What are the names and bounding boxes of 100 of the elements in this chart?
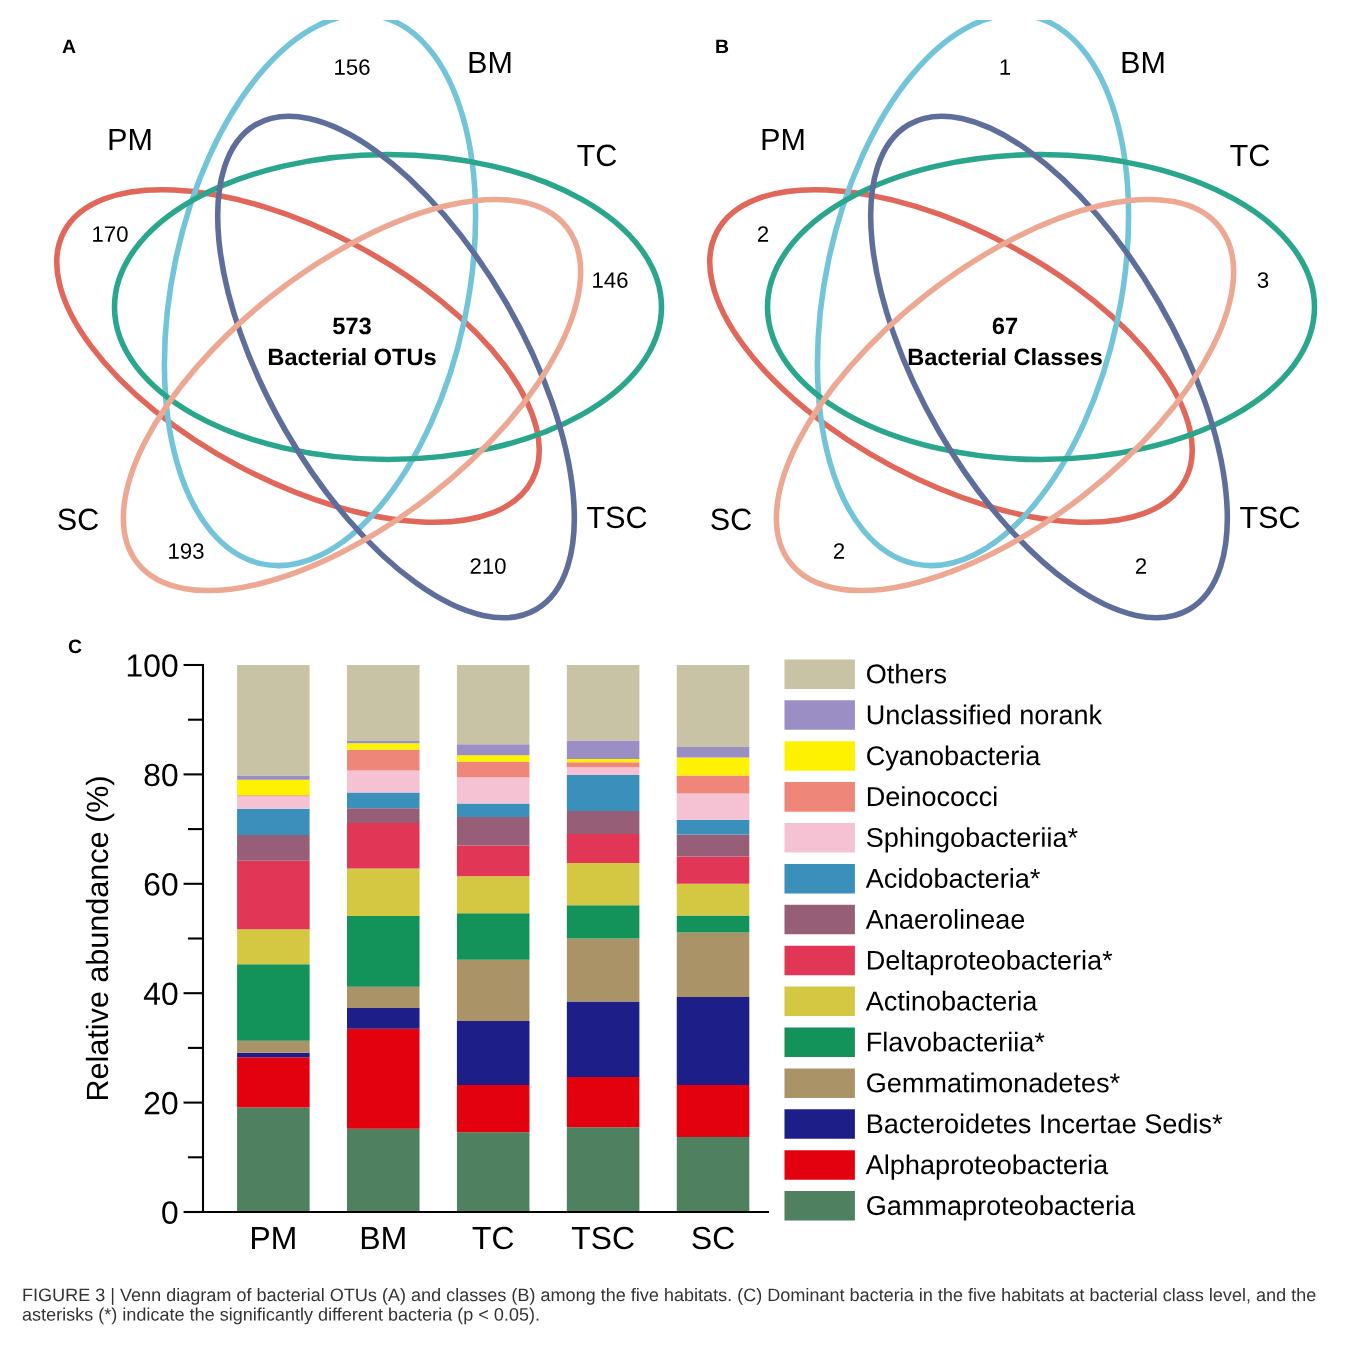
bar bbox=[456, 845, 530, 877]
data-label: 193 bbox=[169, 543, 204, 559]
data-label: 146 bbox=[593, 272, 628, 288]
bar bbox=[347, 749, 420, 771]
category-label: SC bbox=[711, 508, 752, 531]
bar bbox=[566, 774, 640, 812]
bar bbox=[676, 775, 750, 794]
bar bbox=[456, 817, 530, 846]
bar bbox=[456, 1132, 530, 1212]
bar bbox=[347, 1007, 420, 1029]
data-label: 210 bbox=[470, 558, 506, 574]
bar bbox=[676, 1137, 750, 1212]
category-label: BM bbox=[469, 51, 511, 73]
bar bbox=[347, 743, 420, 750]
text: B bbox=[716, 39, 729, 54]
legend-label: Gemmatimonadetes* bbox=[867, 1072, 1120, 1093]
legend-label: Unclassified norank bbox=[867, 704, 1103, 725]
legend-label: Sphingobacteriia* bbox=[866, 827, 1078, 853]
bar bbox=[347, 741, 420, 744]
bar bbox=[456, 876, 530, 914]
bar bbox=[347, 1028, 420, 1129]
bar bbox=[237, 835, 310, 861]
text: Bacterial OTUs bbox=[268, 347, 436, 366]
bar bbox=[347, 823, 420, 869]
bar bbox=[676, 819, 750, 835]
text: 67 bbox=[992, 317, 1018, 335]
caption: FIGURE 3 | Venn diagram of bacterial OTUs (A) and classes (B) among the five habitats. (C) Dominant bacteria in the five habitats at bacterial class level, and the asterisks (*) indicate the significantly different bacteria (p < 0.05). bbox=[22, 1288, 1316, 1325]
bar bbox=[347, 665, 420, 742]
text: A bbox=[62, 39, 76, 54]
bar bbox=[456, 913, 530, 960]
bar bbox=[456, 665, 530, 745]
category-label: TSC bbox=[587, 506, 647, 529]
bar bbox=[237, 1057, 310, 1108]
bar bbox=[347, 1128, 420, 1212]
bar bbox=[347, 808, 420, 824]
legend-label: Others bbox=[867, 663, 947, 684]
bar bbox=[237, 665, 310, 776]
x-tick-label: TSC bbox=[571, 1226, 634, 1250]
bar bbox=[676, 793, 750, 820]
legend-label: Flavobacteriia* bbox=[867, 1031, 1045, 1052]
data-label: 2 bbox=[757, 226, 769, 242]
bar bbox=[676, 932, 750, 998]
y-tick-label: 40 bbox=[143, 982, 178, 1006]
y-tick-label: 20 bbox=[144, 1091, 178, 1115]
legend-label: Bacteroidetes Incertae Sedis* bbox=[867, 1113, 1223, 1134]
legend-label: Acidobacteria* bbox=[865, 868, 1040, 888]
category-label: PM bbox=[109, 128, 151, 150]
bar bbox=[237, 929, 310, 965]
bar bbox=[237, 1040, 310, 1053]
bar bbox=[237, 964, 310, 1041]
bar bbox=[237, 1052, 310, 1058]
bar bbox=[566, 740, 640, 760]
bar bbox=[456, 959, 530, 1022]
bar bbox=[566, 762, 640, 768]
bar bbox=[237, 808, 310, 836]
bar bbox=[456, 803, 530, 818]
text: Bacterial Classes bbox=[908, 347, 1102, 366]
bar bbox=[237, 1107, 310, 1212]
bar bbox=[456, 1085, 530, 1133]
bar bbox=[566, 767, 640, 775]
bar bbox=[566, 1127, 640, 1212]
category-label: BM bbox=[1122, 51, 1164, 73]
bar bbox=[676, 915, 750, 933]
category-label: SC bbox=[58, 508, 99, 531]
y-tick-label: 0 bbox=[162, 1201, 178, 1224]
legend-label: Gammaproteobacteria bbox=[867, 1195, 1136, 1221]
bar bbox=[456, 777, 530, 804]
bar bbox=[676, 834, 750, 857]
bar bbox=[456, 761, 530, 778]
bar bbox=[347, 986, 420, 1008]
bar bbox=[676, 757, 750, 776]
data-label: 1 bbox=[1000, 59, 1011, 75]
category-label: PM bbox=[762, 128, 804, 150]
bar bbox=[566, 811, 640, 835]
legend-label: Deinococci bbox=[867, 786, 997, 807]
x-tick-label: PM bbox=[252, 1227, 295, 1250]
chart-title: C bbox=[68, 639, 82, 654]
legend-label: Actinobacteria bbox=[865, 990, 1038, 1011]
category-label: TSC bbox=[1240, 506, 1300, 529]
bar bbox=[347, 916, 420, 987]
bar bbox=[566, 759, 640, 763]
bar bbox=[676, 997, 750, 1086]
x-tick-label: BM bbox=[361, 1227, 405, 1250]
bar bbox=[237, 779, 310, 796]
bar bbox=[456, 755, 530, 762]
data-label: 156 bbox=[335, 59, 370, 75]
category-label: TC bbox=[577, 144, 617, 167]
bar bbox=[566, 905, 640, 939]
bar bbox=[237, 775, 310, 780]
legend-label: Cyanobacteria bbox=[867, 745, 1041, 771]
category-label: TC bbox=[1230, 144, 1270, 167]
data-label: 2 bbox=[1135, 558, 1147, 574]
bar bbox=[566, 863, 640, 906]
x-tick-label: SC bbox=[692, 1226, 735, 1250]
y-tick-label: 60 bbox=[144, 873, 178, 896]
bar bbox=[676, 1085, 750, 1138]
bar bbox=[676, 665, 750, 748]
bar bbox=[347, 868, 420, 917]
y-tick-label: 80 bbox=[144, 763, 178, 787]
x-tick-label: TC bbox=[472, 1226, 514, 1250]
